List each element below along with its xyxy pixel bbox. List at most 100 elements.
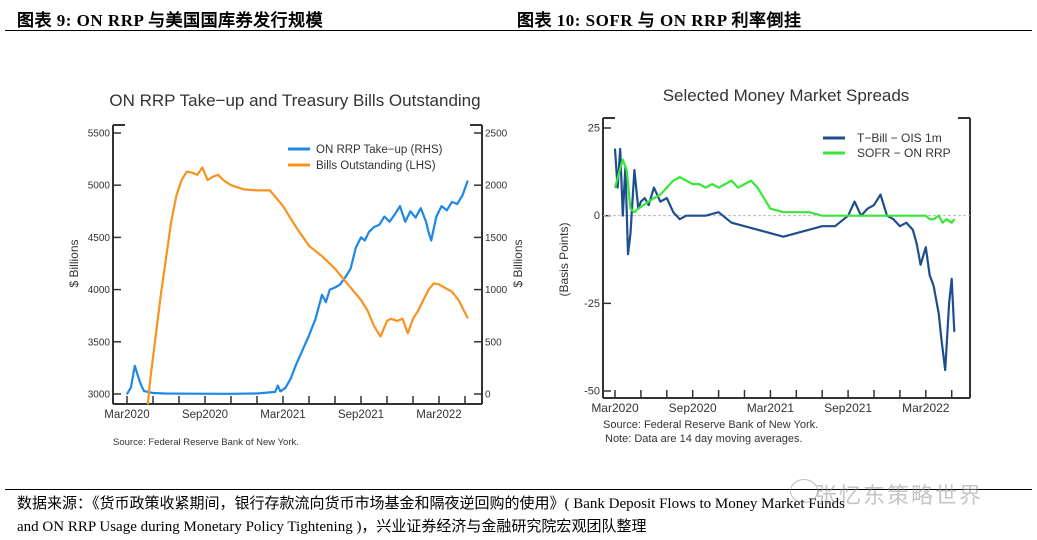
legend-label-bills: Bills Outstanding (LHS): [316, 160, 436, 172]
data-point: [711, 183, 713, 185]
data-point: [879, 193, 882, 196]
data-point: [637, 207, 640, 210]
data-point: [466, 180, 469, 182]
data-point: [360, 299, 362, 301]
data-point: [808, 228, 811, 231]
data-point: [349, 267, 352, 270]
data-point: [953, 330, 956, 333]
data-point: [672, 211, 675, 213]
data-point: [191, 392, 193, 395]
data-point: [355, 247, 357, 249]
data-point: [386, 320, 388, 322]
data-point: [941, 221, 944, 224]
legend: T−Bill − OIS 1m SOFR − ON RRP: [823, 131, 951, 160]
x-tick-label: Mar2021: [747, 401, 795, 415]
data-point: [438, 283, 440, 286]
data-point: [427, 288, 430, 291]
data-point: [666, 197, 668, 199]
data-point: [456, 203, 459, 205]
y2-tick-label: 2500: [485, 129, 508, 140]
data-point: [339, 283, 342, 286]
data-point: [396, 320, 399, 322]
data-point: [918, 214, 921, 217]
data-point: [622, 214, 624, 217]
data-point: [928, 274, 931, 277]
data-point: [691, 214, 694, 217]
data-point: [256, 392, 258, 395]
data-point: [633, 169, 636, 171]
data-point: [461, 194, 464, 197]
data-point: [640, 200, 642, 203]
data-point: [344, 276, 347, 278]
y-tick-label: 3500: [88, 337, 111, 348]
data-point: [401, 318, 404, 320]
data-point: [763, 197, 765, 199]
data-point: [940, 337, 943, 340]
data-point: [717, 211, 720, 213]
data-point: [938, 214, 940, 217]
y2-tick-label: 0: [485, 390, 491, 401]
legend-label-sofr-onrrp: SOFR − ON RRP: [857, 146, 951, 160]
x-tick-label: Sep2021: [824, 401, 872, 415]
data-point: [679, 218, 681, 220]
figure-9-title: 图表 9: ON RRP 与美国国库券发行规模: [17, 11, 324, 30]
data-point: [614, 186, 616, 189]
axes: -50 -25 0 25 (Basis Points) Mar2020 Sep2020 Mar…: [557, 117, 971, 415]
data-point: [126, 393, 128, 395]
data-point: [625, 169, 628, 171]
data-point: [873, 204, 875, 206]
data-point: [165, 257, 167, 260]
data-point: [892, 218, 895, 220]
data-point: [795, 232, 798, 234]
data-point: [295, 364, 297, 366]
data-point: [256, 189, 258, 192]
data-point: [130, 386, 132, 389]
data-point: [308, 334, 310, 337]
y2-tick-label: 2000: [485, 181, 508, 192]
data-point: [782, 235, 785, 238]
data-point: [698, 183, 700, 185]
bottom-divider: [5, 489, 1032, 490]
data-point: [417, 309, 420, 312]
data-point: [834, 214, 836, 217]
source-note: Source: Federal Reserve Bank of New York…: [603, 419, 818, 431]
data-point: [347, 283, 349, 286]
data-point: [282, 205, 284, 207]
x-tick-label: Sep2020: [182, 409, 228, 421]
data-point: [899, 214, 901, 217]
data-point: [394, 213, 396, 216]
chart-title: ON RRP Take−up and Treasury Bills Outsta…: [109, 91, 480, 110]
data-point: [321, 255, 323, 257]
data-point: [457, 299, 460, 301]
data-point: [853, 200, 856, 203]
data-point: [653, 197, 655, 199]
x-tick-label: Mar2020: [591, 401, 639, 415]
data-point: [756, 186, 759, 189]
data-point: [301, 349, 304, 352]
data-point: [446, 209, 448, 212]
data-point: [433, 282, 435, 285]
y-tick-label: 5000: [88, 181, 111, 192]
data-point: [230, 393, 232, 395]
data-point: [290, 377, 292, 380]
data-point: [866, 207, 869, 210]
data-point: [730, 179, 733, 182]
data-point: [912, 228, 914, 231]
data-point: [165, 392, 167, 395]
data-point: [170, 220, 172, 223]
data-point: [685, 214, 687, 217]
y-tick-label: 3000: [88, 390, 111, 401]
moving-average-note: Note: Data are 14 day moving averages.: [605, 433, 803, 445]
data-point: [325, 301, 327, 303]
data-point: [691, 183, 694, 185]
data-point: [821, 225, 823, 227]
data-point: [243, 188, 245, 191]
series-line-t-bill-ois-1m: [613, 147, 956, 372]
data-point: [685, 179, 687, 182]
data-point: [414, 216, 417, 219]
data-point: [407, 332, 409, 335]
data-point: [308, 245, 310, 247]
data-point: [140, 384, 143, 387]
y-axis-label: (Basis Points): [557, 222, 571, 296]
data-point: [186, 170, 188, 173]
